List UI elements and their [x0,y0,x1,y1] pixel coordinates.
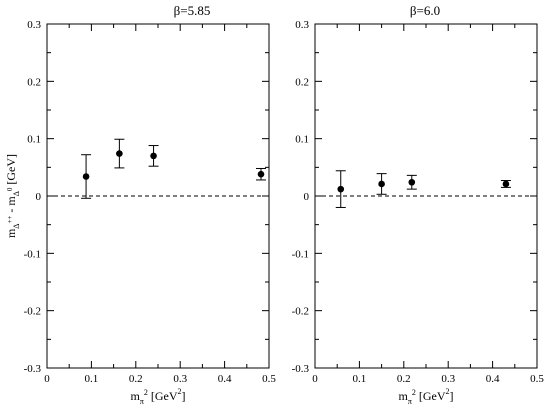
x-tick-group: 0 0.1 0.2 0.3 0.4 0.5 [312,24,544,385]
y-tick-label: -0.2 [24,306,41,318]
y-tick-label: -0.3 [24,363,42,375]
data-points [335,170,511,208]
y-tick-label: 0.2 [295,76,309,88]
x-tick-label: 0.4 [486,373,500,385]
y-tick-label: 0.3 [27,19,41,31]
x-tick-label: 0 [312,373,318,385]
panel-beta-5-85: β=5.85 -0.3 -0.2 -0.1 0 0.1 0.2 0.3 0 0.1 0.2 0.3… [4,3,276,406]
y-tick-label: -0.2 [292,306,309,318]
x-tick-label: 0.5 [530,373,544,385]
data-point [408,178,416,186]
x-axis-label: mπ2 [GeV2] [130,387,185,406]
x-tick-label: 0.3 [441,373,455,385]
y-tick-label: 0.3 [295,19,309,31]
y-axis-label: mΔ++ - mΔ0 [GeV] [4,154,21,238]
panel-title: β=6.0 [410,3,440,18]
data-point [378,180,385,188]
data-point [150,152,157,160]
panel-title: β=5.85 [174,3,211,18]
y-tick-label: 0.1 [27,134,41,146]
y-tick-group: -0.3 -0.2 -0.1 0 0.1 0.2 0.3 [292,19,537,375]
x-tick-label: 0.2 [129,373,143,385]
y-tick-label: -0.1 [292,248,309,260]
y-tick-label: 0.2 [27,76,41,88]
x-tick-label: 0.3 [173,373,187,385]
x-axis-label: mπ2 [GeV2] [398,387,453,406]
y-tick-label: 0.1 [295,134,309,146]
data-points [81,138,267,199]
panel-beta-6-0: β=6.0 -0.3-0.2-0.100.10.20.3 0 0.1 0.2 0.3 0… [292,3,545,406]
x-tick-group: 0 0.1 0.2 0.3 0.4 0.5 [44,24,276,385]
data-point [116,150,123,157]
x-tick-label: 0.2 [397,373,411,385]
x-tick-label: 0.5 [262,373,276,385]
data-point [257,170,265,178]
y-tick-label: -0.3 [292,363,310,375]
plot-frame [314,23,538,369]
x-tick-label: 0.4 [218,373,232,385]
x-tick-label: 0 [44,373,50,385]
y-tick-label: 0 [36,191,42,203]
y-tick-group: -0.3 -0.2 -0.1 0 0.1 0.2 0.3 [24,19,269,375]
data-point [337,185,345,193]
y-tick-label: 0 [304,191,310,203]
plot-frame [46,23,270,369]
x-tick-label: 0.1 [353,373,367,385]
y-tick-label: -0.1 [24,248,41,260]
x-tick-label: 0.1 [85,373,99,385]
data-point [82,173,90,180]
data-point [502,180,510,188]
